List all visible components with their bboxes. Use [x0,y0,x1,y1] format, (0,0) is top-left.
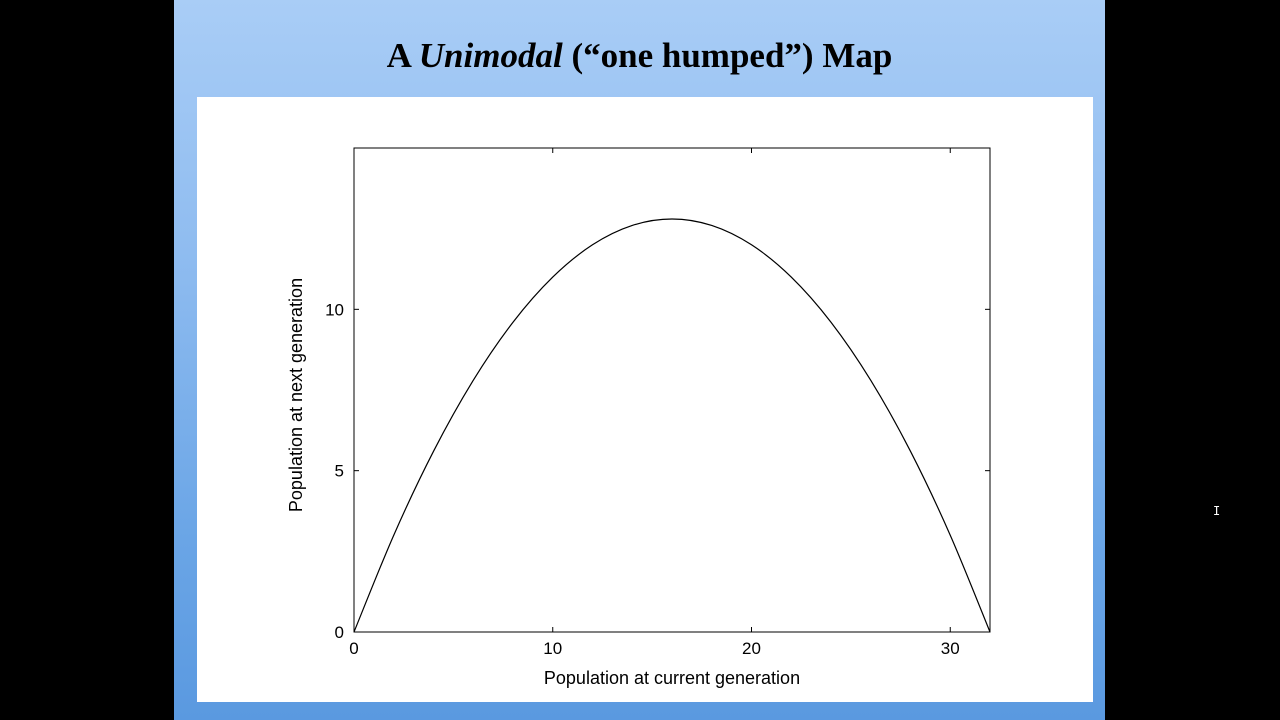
x-tick-label: 0 [349,639,358,658]
y-tick-label: 10 [325,300,344,319]
x-tick-label: 30 [941,639,960,658]
title-emphasis: Unimodal [418,36,563,75]
figure-panel: 0 10 20 30 0 5 10 Population at current gener… [197,97,1093,702]
plot-frame [353,147,991,633]
y-tick-label: 5 [335,462,344,481]
y-axis-label: Population at next generation [286,278,306,512]
y-tick-label: 0 [335,623,344,642]
slide: A Unimodal (“one humped”) Map 0 10 20 30 0 5… [174,0,1105,720]
title-suffix: (“one humped”) Map [562,36,893,75]
x-tick-label: 10 [543,639,562,658]
x-tick-label: 20 [742,639,761,658]
x-axis-label: Population at current generation [544,668,800,688]
text-cursor-icon: I [1213,504,1221,518]
series-line [353,218,991,633]
unimodal-map-chart: 0 10 20 30 0 5 10 Population at current gener… [286,147,991,688]
y-axis-ticks: 0 5 10 [325,300,990,642]
x-axis-ticks: 0 10 20 30 [349,148,960,658]
slide-title: A Unimodal (“one humped”) Map [174,36,1105,76]
title-prefix: A [386,36,419,75]
series-points [354,219,990,632]
